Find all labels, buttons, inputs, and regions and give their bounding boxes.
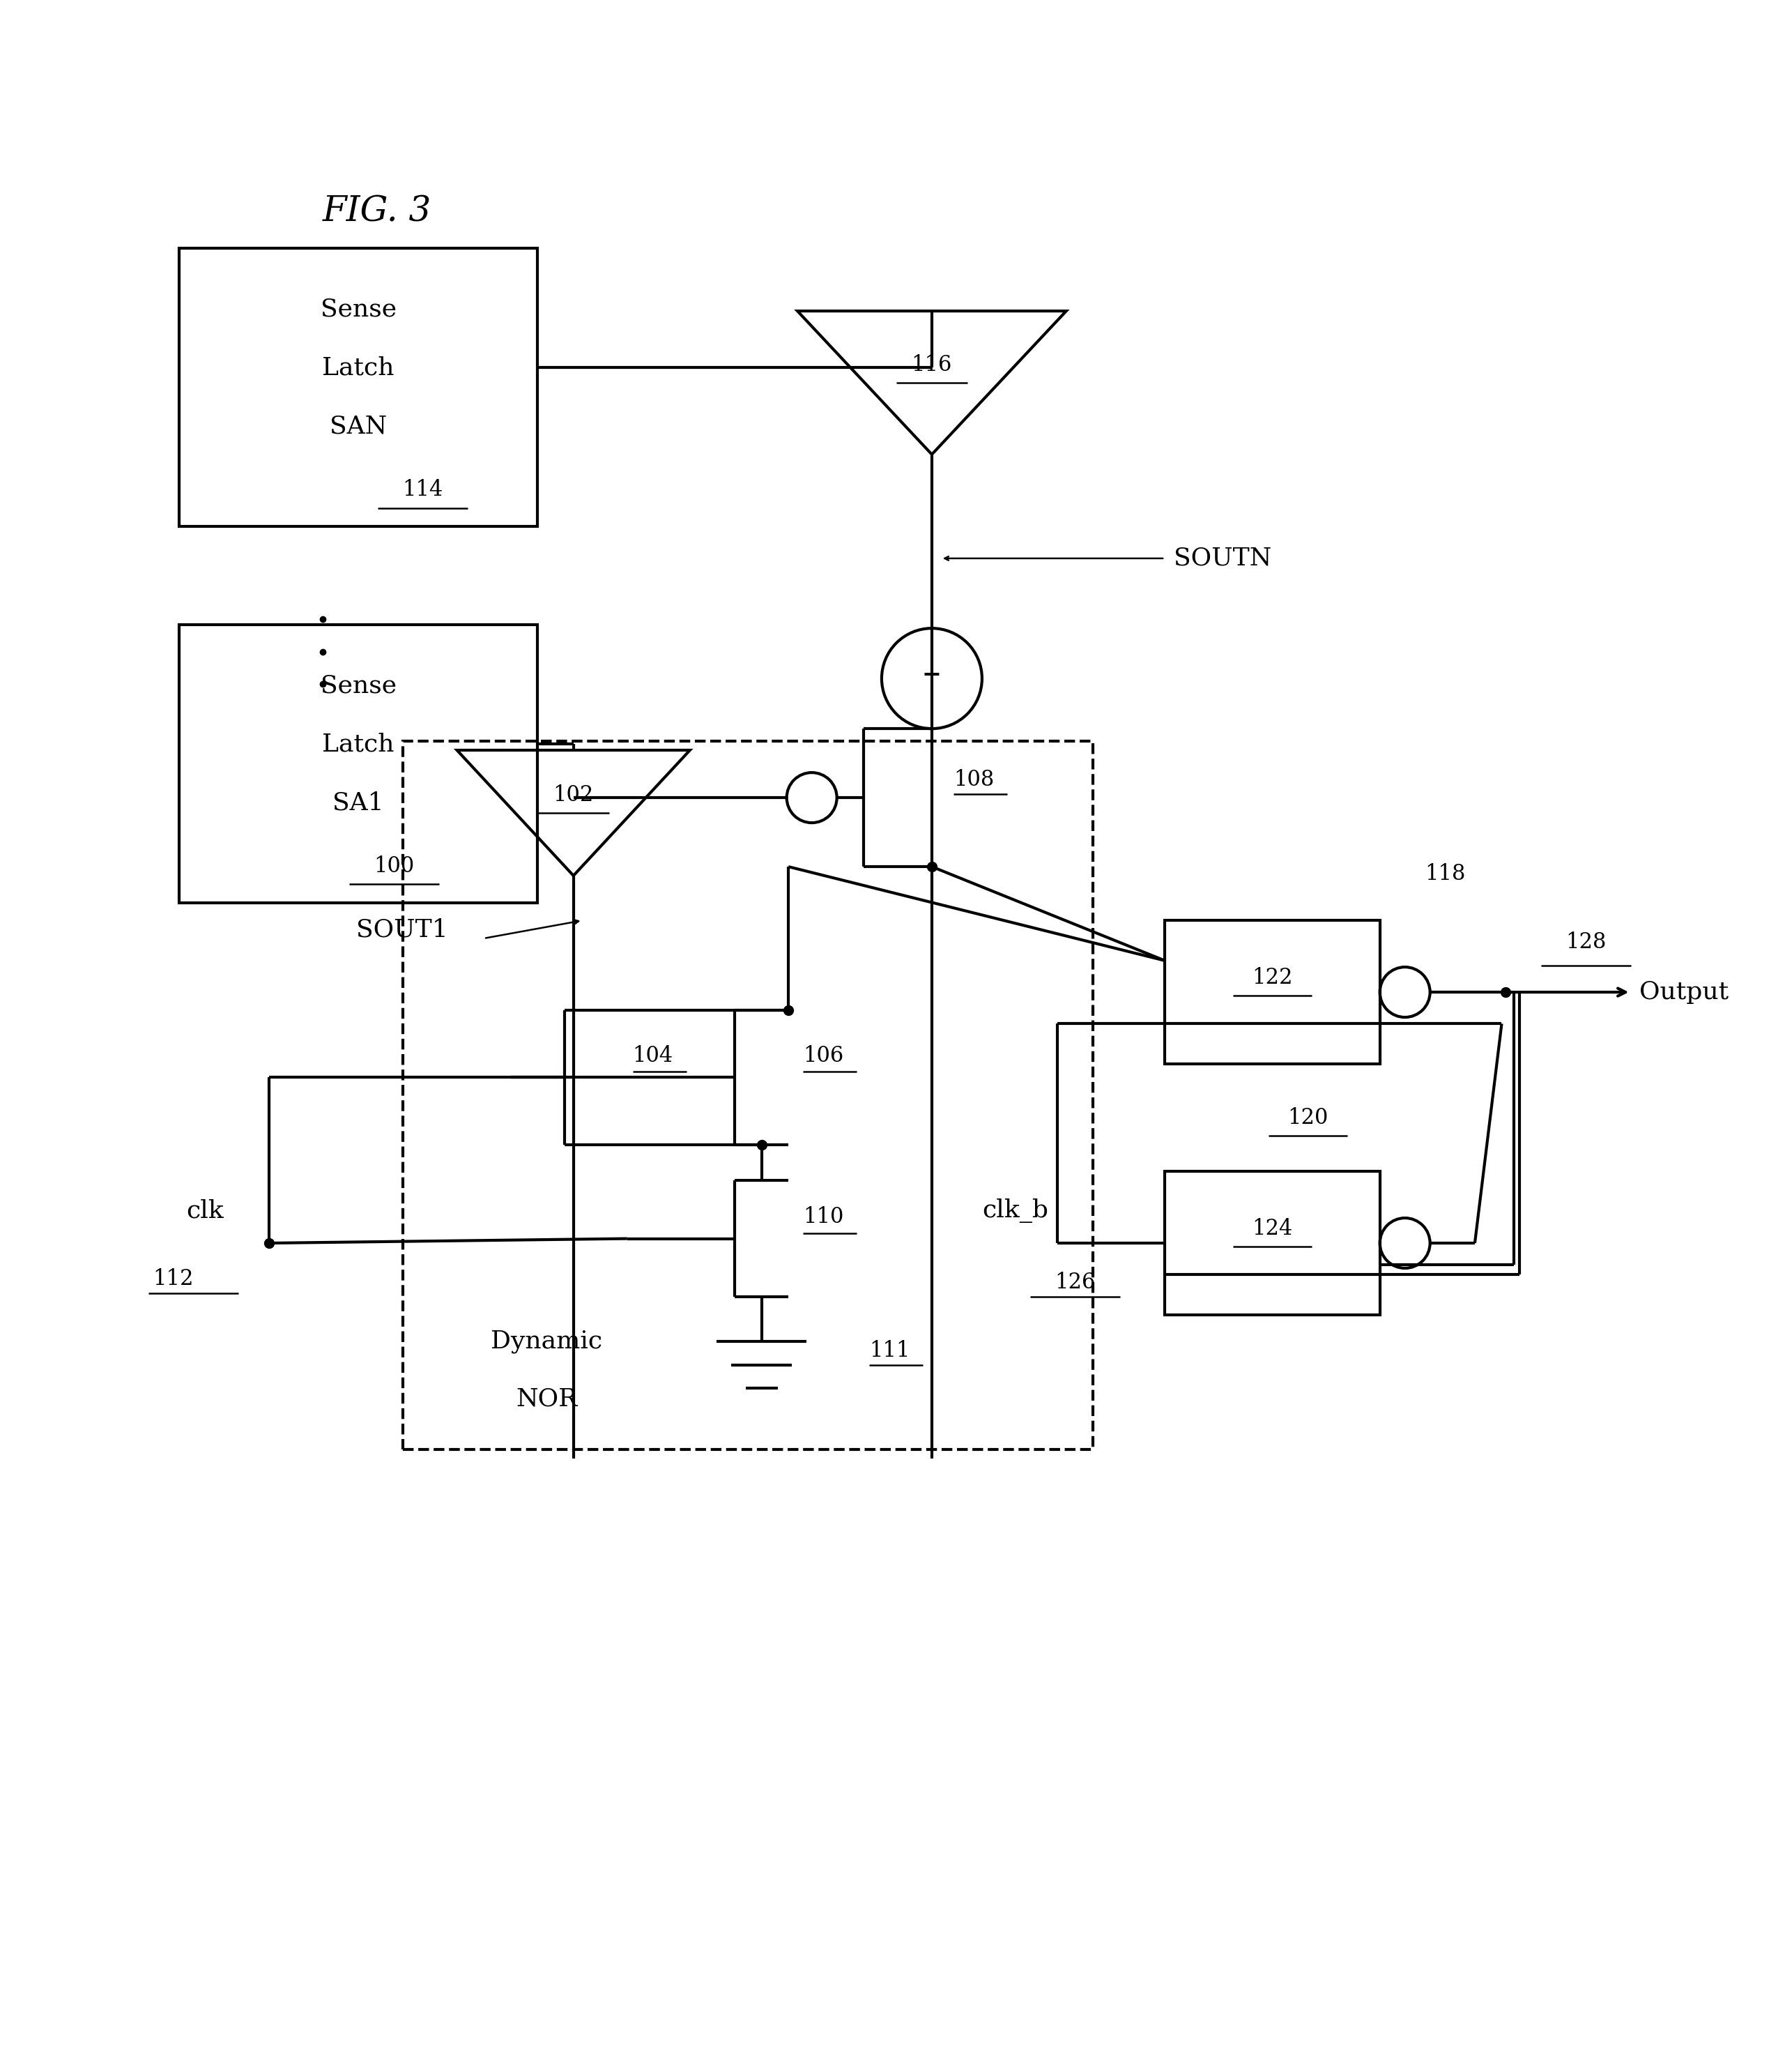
Bar <box>403 742 1093 1449</box>
Text: FIG. 3: FIG. 3 <box>323 195 432 228</box>
Text: 112: 112 <box>152 1269 194 1289</box>
Text: Output: Output <box>1640 981 1729 1003</box>
Text: 106: 106 <box>803 1044 844 1067</box>
Text: 111: 111 <box>869 1341 910 1361</box>
Text: Sense: Sense <box>321 298 396 321</box>
Text: Sense: Sense <box>321 674 396 697</box>
Text: clk_b: clk_b <box>982 1199 1048 1223</box>
Text: +: + <box>923 664 941 687</box>
Bar <box>179 625 538 903</box>
Text: SOUTN: SOUTN <box>1174 547 1272 570</box>
Text: 124: 124 <box>1253 1217 1292 1240</box>
Text: 102: 102 <box>554 783 593 806</box>
Bar <box>1165 921 1380 1063</box>
Text: 120: 120 <box>1288 1106 1328 1129</box>
Text: 110: 110 <box>803 1207 844 1227</box>
Text: SAN: SAN <box>330 413 387 438</box>
Text: 128: 128 <box>1566 931 1606 952</box>
Text: 116: 116 <box>912 354 952 376</box>
Text: SOUT1: SOUT1 <box>357 917 448 942</box>
Text: clk: clk <box>186 1199 224 1223</box>
Text: 122: 122 <box>1253 966 1292 989</box>
Text: 104: 104 <box>633 1044 674 1067</box>
Text: 126: 126 <box>1055 1273 1095 1293</box>
Text: Dynamic: Dynamic <box>491 1330 602 1353</box>
Text: Latch: Latch <box>323 356 394 380</box>
Text: 118: 118 <box>1425 864 1466 884</box>
Bar <box>1165 1172 1380 1314</box>
Text: 100: 100 <box>375 855 414 878</box>
Text: SA1: SA1 <box>333 792 383 814</box>
Text: NOR: NOR <box>516 1388 577 1410</box>
Bar <box>179 249 538 526</box>
Text: 114: 114 <box>403 479 443 502</box>
Text: Latch: Latch <box>323 732 394 757</box>
Text: 108: 108 <box>953 769 995 792</box>
